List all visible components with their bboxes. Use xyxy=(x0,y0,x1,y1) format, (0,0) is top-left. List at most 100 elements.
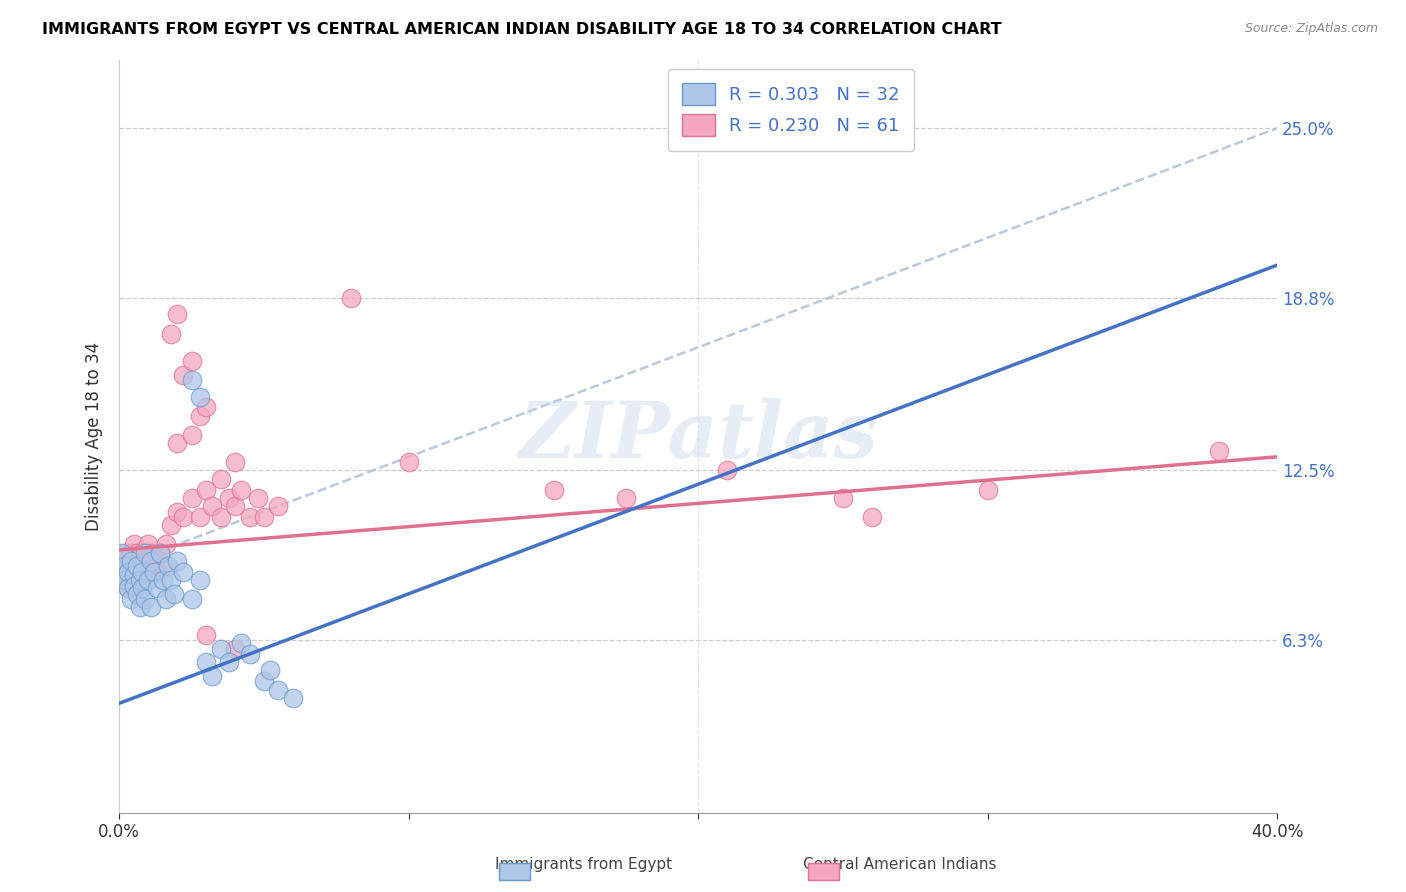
Text: Source: ZipAtlas.com: Source: ZipAtlas.com xyxy=(1244,22,1378,36)
Point xyxy=(160,573,183,587)
Point xyxy=(166,436,188,450)
Point xyxy=(114,546,136,560)
Point xyxy=(125,587,148,601)
Point xyxy=(136,537,159,551)
Point xyxy=(195,483,218,497)
Point xyxy=(163,587,186,601)
Point xyxy=(218,655,240,669)
Point xyxy=(131,582,153,596)
Y-axis label: Disability Age 18 to 34: Disability Age 18 to 34 xyxy=(86,342,103,531)
Point xyxy=(166,505,188,519)
Point xyxy=(122,578,145,592)
Point xyxy=(229,636,252,650)
Point xyxy=(195,655,218,669)
Point xyxy=(143,554,166,568)
Point xyxy=(134,546,156,560)
Point xyxy=(543,483,565,497)
Point xyxy=(195,628,218,642)
Point xyxy=(1208,444,1230,458)
Point xyxy=(172,368,194,382)
Point xyxy=(157,559,180,574)
Point xyxy=(139,546,162,560)
Point xyxy=(267,499,290,513)
Point xyxy=(860,510,883,524)
Point xyxy=(166,307,188,321)
Point xyxy=(180,354,202,368)
Point xyxy=(114,573,136,587)
Point xyxy=(253,510,276,524)
Point xyxy=(614,491,637,505)
Point xyxy=(143,565,166,579)
Point xyxy=(136,565,159,579)
Point xyxy=(238,510,260,524)
Point xyxy=(122,554,145,568)
Point xyxy=(172,510,194,524)
Point xyxy=(122,537,145,551)
Point xyxy=(180,373,202,387)
Point xyxy=(125,559,148,574)
Point xyxy=(188,390,211,404)
Point xyxy=(281,690,304,705)
Point xyxy=(128,573,150,587)
Point xyxy=(117,582,139,596)
Point xyxy=(229,483,252,497)
Point xyxy=(120,554,142,568)
Point xyxy=(122,567,145,582)
Point xyxy=(180,592,202,607)
Point xyxy=(224,641,246,656)
Point xyxy=(146,582,169,596)
Point xyxy=(209,641,232,656)
Point xyxy=(155,592,177,607)
Text: IMMIGRANTS FROM EGYPT VS CENTRAL AMERICAN INDIAN DISABILITY AGE 18 TO 34 CORRELA: IMMIGRANTS FROM EGYPT VS CENTRAL AMERICA… xyxy=(42,22,1002,37)
Point xyxy=(114,559,136,574)
Point xyxy=(180,491,202,505)
Point xyxy=(188,510,211,524)
Point xyxy=(155,537,177,551)
Point xyxy=(195,401,218,415)
Point xyxy=(166,554,188,568)
Point xyxy=(128,559,150,574)
Point xyxy=(114,573,136,587)
Point xyxy=(259,664,281,678)
Point xyxy=(188,409,211,423)
Point xyxy=(134,592,156,607)
Point xyxy=(188,573,211,587)
Text: Central American Indians: Central American Indians xyxy=(803,857,997,872)
Point xyxy=(117,565,139,579)
Point xyxy=(128,582,150,596)
Point xyxy=(209,510,232,524)
Point xyxy=(125,546,148,560)
Point xyxy=(139,600,162,615)
Point xyxy=(134,554,156,568)
Point xyxy=(160,518,183,533)
Point xyxy=(253,674,276,689)
Point xyxy=(120,592,142,607)
Text: Immigrants from Egypt: Immigrants from Egypt xyxy=(495,857,672,872)
Point xyxy=(977,483,1000,497)
Point xyxy=(131,573,153,587)
Point xyxy=(201,669,224,683)
Point xyxy=(180,428,202,442)
Point xyxy=(716,463,738,477)
Point xyxy=(149,546,172,560)
Point xyxy=(340,291,363,305)
Point xyxy=(111,554,134,568)
Point xyxy=(172,565,194,579)
Point xyxy=(201,499,224,513)
Point xyxy=(209,472,232,486)
Point xyxy=(149,546,172,560)
Point xyxy=(128,600,150,615)
Point xyxy=(117,559,139,574)
Point xyxy=(224,499,246,513)
Point xyxy=(111,546,134,560)
Point xyxy=(832,491,855,505)
Point xyxy=(218,491,240,505)
Point xyxy=(247,491,270,505)
Point xyxy=(146,565,169,579)
Point xyxy=(136,573,159,587)
Point xyxy=(117,582,139,596)
Point xyxy=(152,573,174,587)
Point xyxy=(120,546,142,560)
Point xyxy=(139,554,162,568)
Text: ZIPatlas: ZIPatlas xyxy=(519,398,877,475)
